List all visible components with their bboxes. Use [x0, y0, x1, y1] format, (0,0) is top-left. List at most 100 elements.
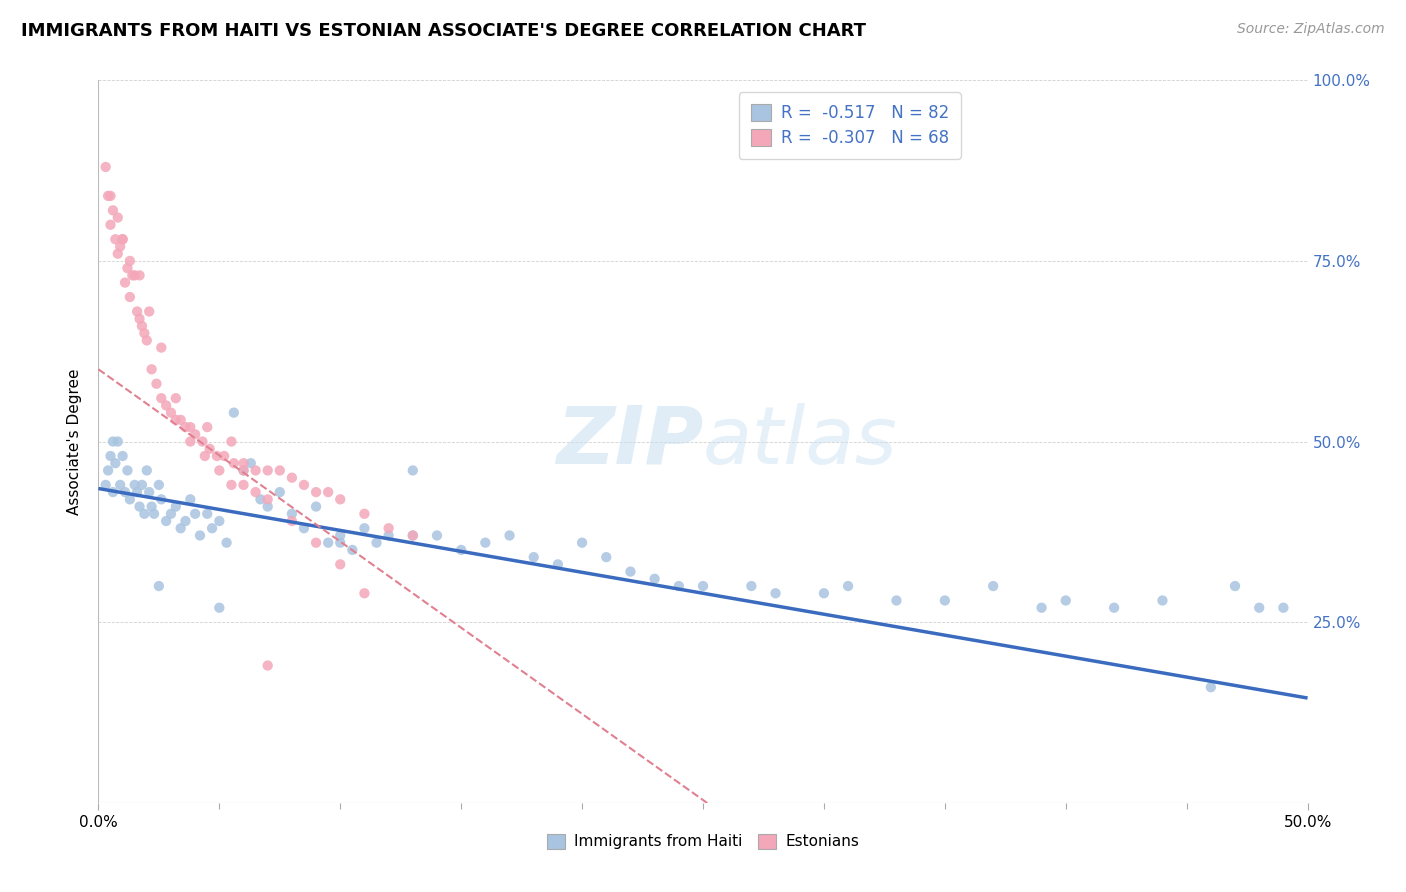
Point — [169, 413, 191, 427]
Point — [100, 189, 122, 203]
Point — [107, 211, 129, 225]
Legend: Immigrants from Haiti, Estonians: Immigrants from Haiti, Estonians — [536, 822, 870, 860]
Point — [107, 246, 129, 260]
Point — [981, 579, 1004, 593]
Point — [353, 521, 375, 535]
Point — [127, 485, 149, 500]
Point — [134, 507, 156, 521]
Point — [160, 406, 183, 420]
Point — [245, 485, 267, 500]
Point — [128, 268, 150, 283]
Point — [118, 492, 141, 507]
Point — [619, 565, 641, 579]
Point — [426, 528, 449, 542]
Point — [571, 535, 593, 549]
Point — [195, 507, 218, 521]
Point — [155, 398, 177, 412]
Point — [402, 463, 425, 477]
Point — [145, 376, 167, 391]
Point — [121, 268, 143, 283]
Point — [402, 528, 425, 542]
Y-axis label: Associate's Degree: Associate's Degree — [67, 368, 83, 515]
Point — [148, 579, 170, 593]
Point — [232, 456, 254, 470]
Point — [765, 586, 787, 600]
Text: atlas: atlas — [703, 402, 898, 481]
Point — [1249, 600, 1271, 615]
Point — [281, 514, 304, 528]
Text: Source: ZipAtlas.com: Source: ZipAtlas.com — [1237, 22, 1385, 37]
Point — [329, 492, 352, 507]
Point — [104, 456, 127, 470]
Point — [198, 442, 221, 456]
Point — [1272, 600, 1295, 615]
Point — [232, 463, 254, 477]
Point — [215, 535, 238, 549]
Point — [377, 521, 399, 535]
Point — [94, 478, 117, 492]
Point — [498, 528, 520, 542]
Point — [184, 427, 207, 442]
Point — [222, 406, 245, 420]
Point — [101, 203, 124, 218]
Point — [97, 463, 120, 477]
Point — [141, 500, 163, 514]
Point — [160, 507, 183, 521]
Point — [377, 528, 399, 542]
Point — [595, 550, 617, 565]
Point — [179, 420, 201, 434]
Point — [316, 485, 339, 500]
Point — [131, 478, 153, 492]
Point — [523, 550, 546, 565]
Point — [165, 500, 187, 514]
Point — [292, 521, 315, 535]
Point — [148, 478, 170, 492]
Point — [169, 521, 191, 535]
Point — [208, 463, 231, 477]
Point — [108, 478, 131, 492]
Point — [195, 420, 218, 434]
Point — [150, 391, 173, 405]
Point — [165, 413, 187, 427]
Point — [111, 449, 134, 463]
Point — [114, 485, 136, 500]
Point — [1199, 680, 1222, 694]
Point — [316, 535, 339, 549]
Point — [305, 485, 328, 500]
Point — [141, 362, 163, 376]
Point — [134, 326, 156, 340]
Point — [281, 470, 304, 484]
Point — [450, 542, 472, 557]
Point — [179, 434, 201, 449]
Point — [118, 290, 141, 304]
Point — [644, 572, 666, 586]
Point — [118, 253, 141, 268]
Point — [212, 449, 235, 463]
Point — [256, 492, 278, 507]
Point — [150, 341, 173, 355]
Point — [205, 449, 228, 463]
Point — [194, 449, 217, 463]
Point — [201, 521, 224, 535]
Text: IMMIGRANTS FROM HAITI VS ESTONIAN ASSOCIATE'S DEGREE CORRELATION CHART: IMMIGRANTS FROM HAITI VS ESTONIAN ASSOCI… — [21, 22, 866, 40]
Point — [934, 593, 956, 607]
Point — [281, 507, 304, 521]
Point — [740, 579, 762, 593]
Point — [342, 542, 364, 557]
Point — [184, 507, 207, 521]
Point — [221, 478, 243, 492]
Point — [174, 420, 197, 434]
Point — [100, 449, 122, 463]
Point — [117, 463, 139, 477]
Point — [547, 558, 569, 572]
Point — [305, 535, 328, 549]
Point — [117, 261, 139, 276]
Point — [269, 463, 291, 477]
Point — [1031, 600, 1053, 615]
Point — [150, 492, 173, 507]
Point — [135, 334, 157, 348]
Point — [353, 586, 375, 600]
Point — [97, 189, 120, 203]
Point — [111, 232, 134, 246]
Point — [138, 485, 160, 500]
